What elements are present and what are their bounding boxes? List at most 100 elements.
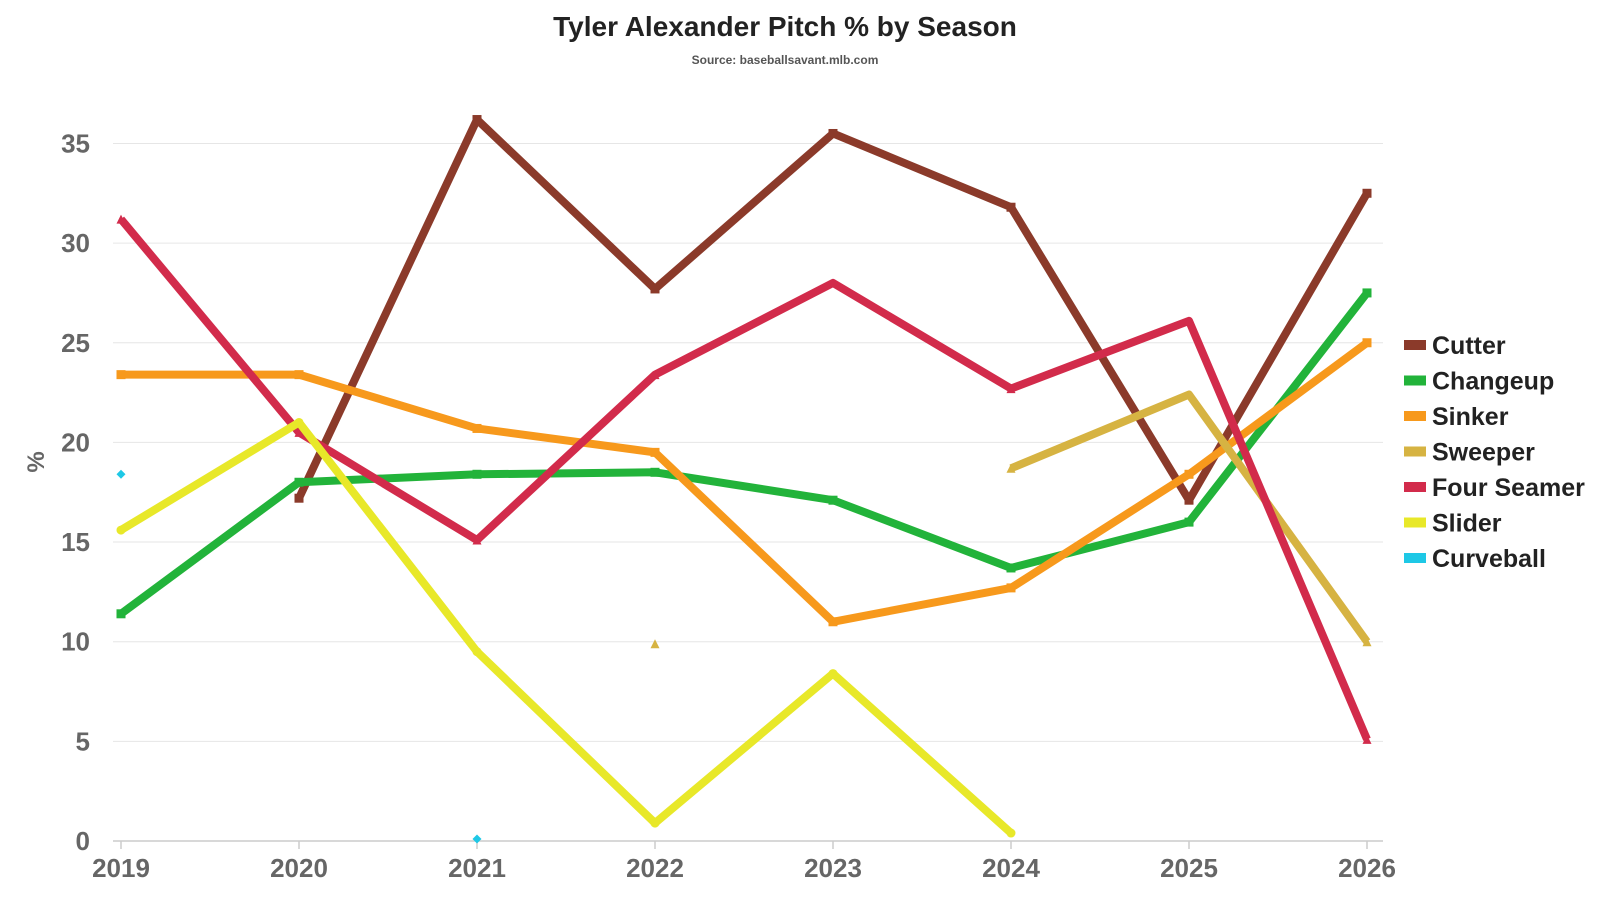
legend-item: Changeup xyxy=(1404,368,1554,396)
data-point xyxy=(1006,828,1016,838)
legend-label: Four Seamer xyxy=(1432,474,1585,502)
data-point xyxy=(650,467,660,477)
data-point xyxy=(116,525,126,535)
legend-swatch xyxy=(1404,375,1426,386)
data-point xyxy=(828,669,838,679)
data-point xyxy=(116,469,126,479)
data-point xyxy=(472,834,482,844)
data-point xyxy=(650,370,660,380)
data-point xyxy=(1362,288,1372,298)
x-tick-label: 2019 xyxy=(92,853,150,883)
legend-swatch xyxy=(1404,517,1426,528)
y-tick-label: 30 xyxy=(61,228,90,258)
data-point xyxy=(1006,583,1016,593)
x-tick-label: 2023 xyxy=(804,853,862,883)
data-point xyxy=(1362,734,1372,744)
data-point xyxy=(650,447,660,457)
chart-subtitle: Source: baseballsavant.mlb.com xyxy=(692,53,879,67)
data-point xyxy=(294,493,304,503)
data-point xyxy=(294,370,304,380)
legend-label: Sweeper xyxy=(1432,439,1535,467)
y-tick-label: 10 xyxy=(61,627,90,657)
data-point xyxy=(1006,202,1016,212)
series-line xyxy=(118,418,1014,837)
chart-title: Tyler Alexander Pitch % by Season xyxy=(553,11,1017,42)
data-point xyxy=(828,617,838,627)
data-point xyxy=(472,115,482,125)
y-tick-label: 0 xyxy=(76,826,90,856)
x-tick-label: 2021 xyxy=(448,853,506,883)
series-line xyxy=(295,115,1371,505)
series-changeup xyxy=(116,288,1372,619)
series-cutter xyxy=(294,115,1372,505)
y-tick-label: 35 xyxy=(61,128,90,158)
series-lines xyxy=(116,115,1372,844)
gridlines xyxy=(113,142,1383,742)
y-tick-label: 25 xyxy=(61,328,90,358)
legend-label: Sinker xyxy=(1432,403,1509,431)
legend-item: Slider xyxy=(1404,510,1502,538)
data-point xyxy=(1184,469,1194,479)
data-point xyxy=(1362,637,1372,647)
data-point xyxy=(294,417,304,427)
data-point xyxy=(1006,463,1016,473)
legend-label: Slider xyxy=(1432,510,1502,538)
data-point xyxy=(650,818,660,828)
data-point xyxy=(1006,384,1016,394)
series-four-seamer xyxy=(116,214,1372,744)
legend-swatch xyxy=(1404,340,1426,350)
data-point xyxy=(472,423,482,433)
data-point xyxy=(472,535,482,545)
data-point xyxy=(116,214,126,224)
y-tick-label: 15 xyxy=(61,527,90,557)
legend-label: Changeup xyxy=(1432,368,1554,396)
data-point xyxy=(650,639,660,649)
legend-swatch xyxy=(1404,411,1426,421)
legend-label: Curveball xyxy=(1432,545,1546,573)
legend-item: Cutter xyxy=(1404,332,1506,360)
data-point xyxy=(1184,517,1194,527)
x-tick-label: 2022 xyxy=(626,853,684,883)
series-curveball xyxy=(116,469,482,844)
data-point xyxy=(116,609,126,619)
legend-swatch xyxy=(1404,553,1426,563)
y-axis-label: % xyxy=(23,451,50,472)
legend-item: Four Seamer xyxy=(1404,474,1585,502)
series-line xyxy=(121,339,1370,626)
data-point xyxy=(1006,563,1016,573)
data-point xyxy=(294,477,304,487)
legend-swatch xyxy=(1404,446,1426,457)
y-tick-label: 20 xyxy=(61,427,90,457)
x-tick-label: 2024 xyxy=(982,853,1040,883)
legend: Cutter Changeup Sinker Sweeper Four Seamer Sl… xyxy=(1404,332,1585,573)
data-point xyxy=(1362,188,1372,198)
legend-label: Cutter xyxy=(1432,332,1506,360)
y-tick-label: 5 xyxy=(76,726,90,756)
data-point xyxy=(650,284,660,294)
data-point xyxy=(1184,390,1194,400)
series-slider xyxy=(116,417,1016,838)
legend-item: Sweeper xyxy=(1404,439,1535,467)
data-point xyxy=(472,469,482,479)
series-sweeper xyxy=(650,390,1372,649)
series-line xyxy=(118,290,1371,618)
series-sinker xyxy=(116,338,1372,627)
data-point xyxy=(828,495,838,505)
data-point xyxy=(116,370,126,380)
x-tick-label: 2025 xyxy=(1160,853,1218,883)
series-line xyxy=(117,216,1371,741)
data-point xyxy=(472,647,482,657)
legend-item: Curveball xyxy=(1404,545,1546,573)
data-point xyxy=(1184,495,1194,505)
data-point xyxy=(828,278,838,288)
legend-item: Sinker xyxy=(1404,403,1509,431)
legend-swatch xyxy=(1404,482,1426,492)
x-tick-label: 2026 xyxy=(1338,853,1396,883)
data-point xyxy=(1184,316,1194,326)
data-point xyxy=(294,427,304,437)
x-tick-label: 2020 xyxy=(270,853,328,883)
data-point xyxy=(1362,338,1372,348)
data-point xyxy=(828,128,838,138)
